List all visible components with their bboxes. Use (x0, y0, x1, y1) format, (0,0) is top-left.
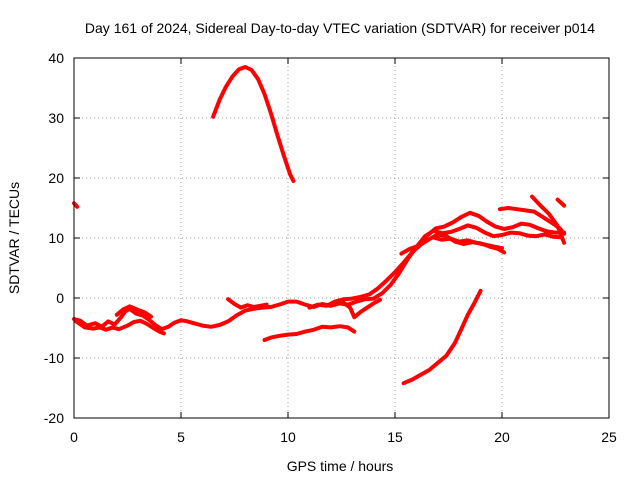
series-line-track-6 (226, 297, 269, 310)
series-line-track-10 (399, 210, 567, 256)
series-line-track-9 (341, 297, 382, 320)
series-line-track-4 (114, 304, 153, 319)
y-tick-label: 0 (56, 290, 64, 306)
chart-title: Day 161 of 2024, Sidereal Day-to-day VTE… (85, 20, 595, 36)
y-tick-label: 10 (48, 230, 64, 246)
data-series (72, 65, 567, 386)
series-line-track-11 (401, 288, 483, 386)
x-axis-label: GPS time / hours (287, 458, 394, 474)
x-tick-label: 15 (387, 429, 403, 445)
y-tick-label: 40 (48, 50, 64, 66)
x-tick-label: 20 (494, 429, 510, 445)
x-tick-label: 5 (177, 429, 185, 445)
series-line-track-1 (72, 201, 80, 209)
series-line-track-14 (530, 194, 567, 245)
x-tick-label: 25 (601, 429, 617, 445)
gridlines (74, 58, 609, 418)
series-line-track-12 (431, 235, 504, 251)
series-line-track-2 (72, 223, 564, 332)
series-line-track-15 (555, 197, 567, 208)
series-line-track-8 (307, 232, 507, 310)
y-tick-label: -20 (44, 410, 64, 426)
series-line-track-5 (211, 65, 296, 183)
y-tick-label: 20 (48, 170, 64, 186)
series-line-track-7 (262, 324, 357, 342)
y-tick-label: 30 (48, 110, 64, 126)
x-tick-label: 0 (70, 429, 78, 445)
axis-ticks: 0 5 10 15 20 25 -20 -10 0 10 20 30 40 (44, 50, 617, 445)
y-tick-label: -10 (44, 350, 64, 366)
x-tick-label: 10 (280, 429, 296, 445)
series-line-track-3 (74, 318, 166, 336)
y-axis-label: SDTVAR / TECUs (6, 182, 22, 294)
